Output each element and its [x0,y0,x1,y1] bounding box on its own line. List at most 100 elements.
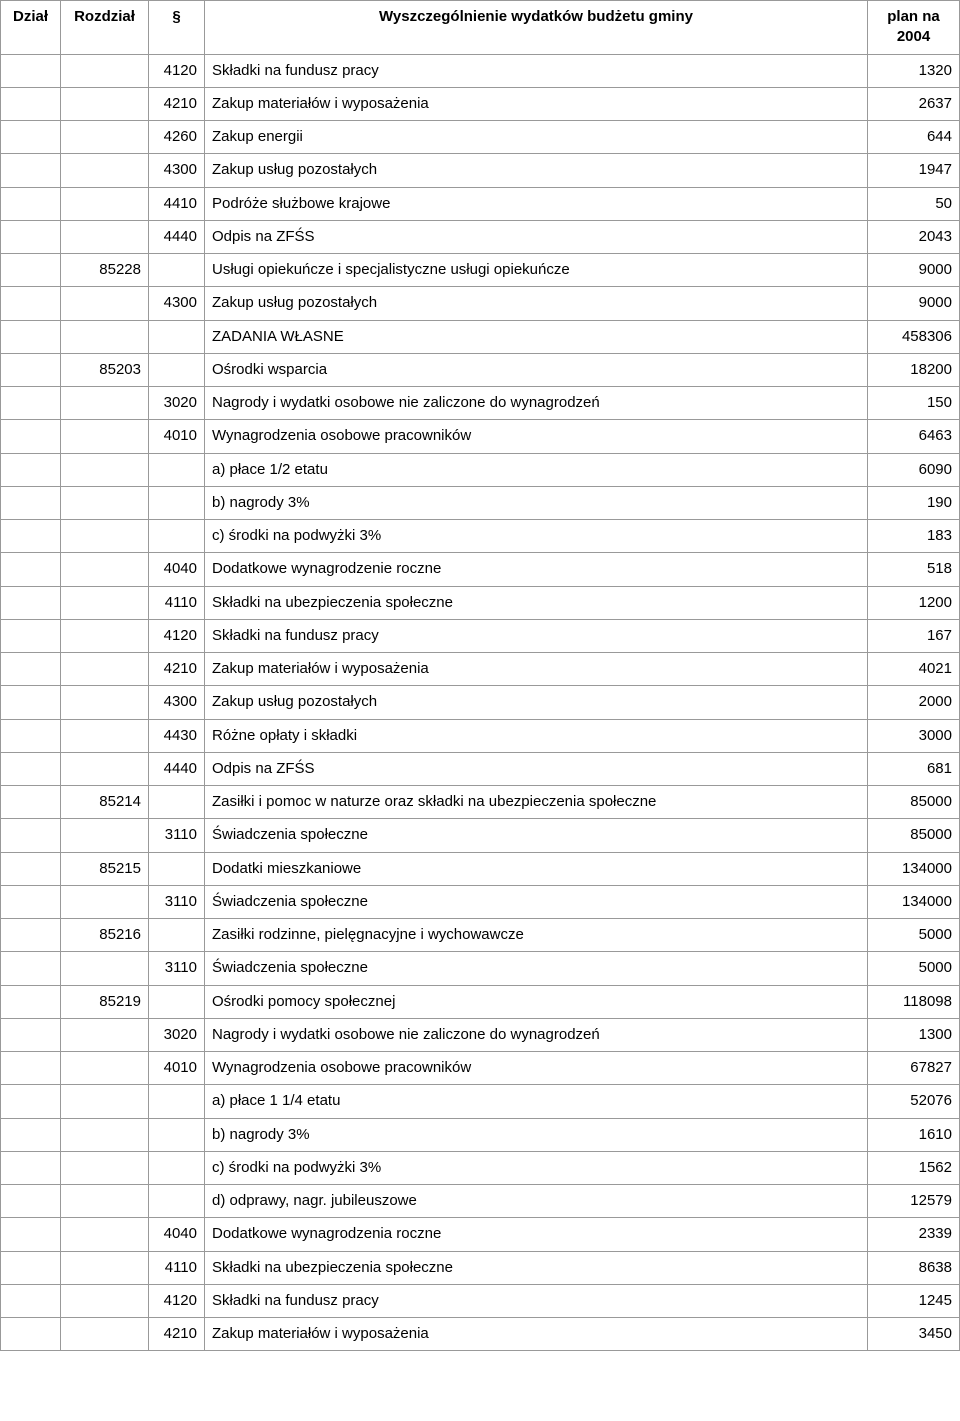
cell-description: Zakup usług pozostałych [205,287,868,320]
cell-value: 85000 [868,786,960,819]
table-row: 85219Ośrodki pomocy społecznej118098 [1,985,960,1018]
cell-rozdzial [61,420,149,453]
cell-value: 5000 [868,952,960,985]
cell-rozdzial [61,1185,149,1218]
cell-paragraf [149,852,205,885]
table-row: 4300Zakup usług pozostałych1947 [1,154,960,187]
cell-description: Podróże służbowe krajowe [205,187,868,220]
cell-rozdzial [61,154,149,187]
cell-description: Odpis na ZFŚS [205,752,868,785]
cell-dzial [1,919,61,952]
cell-description: b) nagrody 3% [205,1118,868,1151]
cell-rozdzial [61,1118,149,1151]
table-row: 4300Zakup usług pozostałych9000 [1,287,960,320]
cell-paragraf [149,1151,205,1184]
cell-paragraf: 3020 [149,387,205,420]
cell-dzial [1,1284,61,1317]
cell-description: Zakup energii [205,121,868,154]
cell-dzial [1,653,61,686]
cell-description: Różne opłaty i składki [205,719,868,752]
cell-rozdzial [61,752,149,785]
cell-dzial [1,1085,61,1118]
cell-paragraf: 4300 [149,154,205,187]
cell-description: Świadczenia społeczne [205,885,868,918]
cell-rozdzial [61,87,149,120]
cell-value: 1200 [868,586,960,619]
table-row: c) środki na podwyżki 3%1562 [1,1151,960,1184]
cell-value: 6463 [868,420,960,453]
cell-paragraf [149,486,205,519]
cell-dzial [1,619,61,652]
cell-description: Składki na ubezpieczenia społeczne [205,1251,868,1284]
cell-description: Nagrody i wydatki osobowe nie zaliczone … [205,1018,868,1051]
cell-dzial [1,752,61,785]
cell-description: Zakup materiałów i wyposażenia [205,1318,868,1351]
cell-paragraf [149,1085,205,1118]
cell-description: a) płace 1/2 etatu [205,453,868,486]
cell-value: 518 [868,553,960,586]
cell-rozdzial [61,320,149,353]
cell-rozdzial [61,719,149,752]
cell-paragraf: 3110 [149,819,205,852]
cell-description: Dodatkowe wynagrodzenie roczne [205,553,868,586]
cell-paragraf [149,320,205,353]
cell-description: c) środki na podwyżki 3% [205,1151,868,1184]
cell-description: Usługi opiekuńcze i specjalistyczne usłu… [205,254,868,287]
cell-description: Składki na fundusz pracy [205,619,868,652]
cell-rozdzial [61,586,149,619]
cell-paragraf [149,520,205,553]
cell-rozdzial [61,520,149,553]
table-row: 3020Nagrody i wydatki osobowe nie zalicz… [1,1018,960,1051]
cell-dzial [1,387,61,420]
cell-value: 1300 [868,1018,960,1051]
cell-paragraf [149,1185,205,1218]
table-row: 4210Zakup materiałów i wyposażenia4021 [1,653,960,686]
cell-paragraf: 4040 [149,553,205,586]
cell-description: b) nagrody 3% [205,486,868,519]
cell-value: 2043 [868,220,960,253]
table-row: c) środki na podwyżki 3%183 [1,520,960,553]
cell-paragraf [149,453,205,486]
table-row: 4010Wynagrodzenia osobowe pracowników678… [1,1052,960,1085]
cell-value: 1947 [868,154,960,187]
cell-paragraf: 4120 [149,54,205,87]
cell-value: 2339 [868,1218,960,1251]
cell-value: 134000 [868,885,960,918]
table-row: 85215Dodatki mieszkaniowe134000 [1,852,960,885]
cell-rozdzial [61,1284,149,1317]
table-row: 4110Składki na ubezpieczenia społeczne12… [1,586,960,619]
cell-paragraf: 4440 [149,752,205,785]
cell-dzial [1,520,61,553]
cell-value: 9000 [868,287,960,320]
table-row: 4410Podróże służbowe krajowe50 [1,187,960,220]
cell-rozdzial: 85215 [61,852,149,885]
cell-paragraf: 4110 [149,586,205,619]
cell-paragraf: 4300 [149,287,205,320]
cell-rozdzial [61,1318,149,1351]
cell-value: 12579 [868,1185,960,1218]
cell-paragraf: 4210 [149,653,205,686]
cell-paragraf [149,786,205,819]
cell-rozdzial [61,885,149,918]
cell-dzial [1,686,61,719]
table-row: 4430Różne opłaty i składki3000 [1,719,960,752]
cell-paragraf: 4120 [149,619,205,652]
cell-dzial [1,1151,61,1184]
cell-dzial [1,719,61,752]
cell-description: a) płace 1 1/4 etatu [205,1085,868,1118]
cell-dzial [1,353,61,386]
cell-value: 6090 [868,453,960,486]
cell-rozdzial: 85216 [61,919,149,952]
cell-description: Dodatki mieszkaniowe [205,852,868,885]
table-row: 4120Składki na fundusz pracy1245 [1,1284,960,1317]
cell-rozdzial [61,187,149,220]
cell-value: 1320 [868,54,960,87]
cell-dzial [1,952,61,985]
cell-dzial [1,1251,61,1284]
cell-rozdzial [61,54,149,87]
cell-dzial [1,1218,61,1251]
cell-dzial [1,786,61,819]
table-row: d) odprawy, nagr. jubileuszowe12579 [1,1185,960,1218]
cell-value: 167 [868,619,960,652]
cell-paragraf: 4040 [149,1218,205,1251]
